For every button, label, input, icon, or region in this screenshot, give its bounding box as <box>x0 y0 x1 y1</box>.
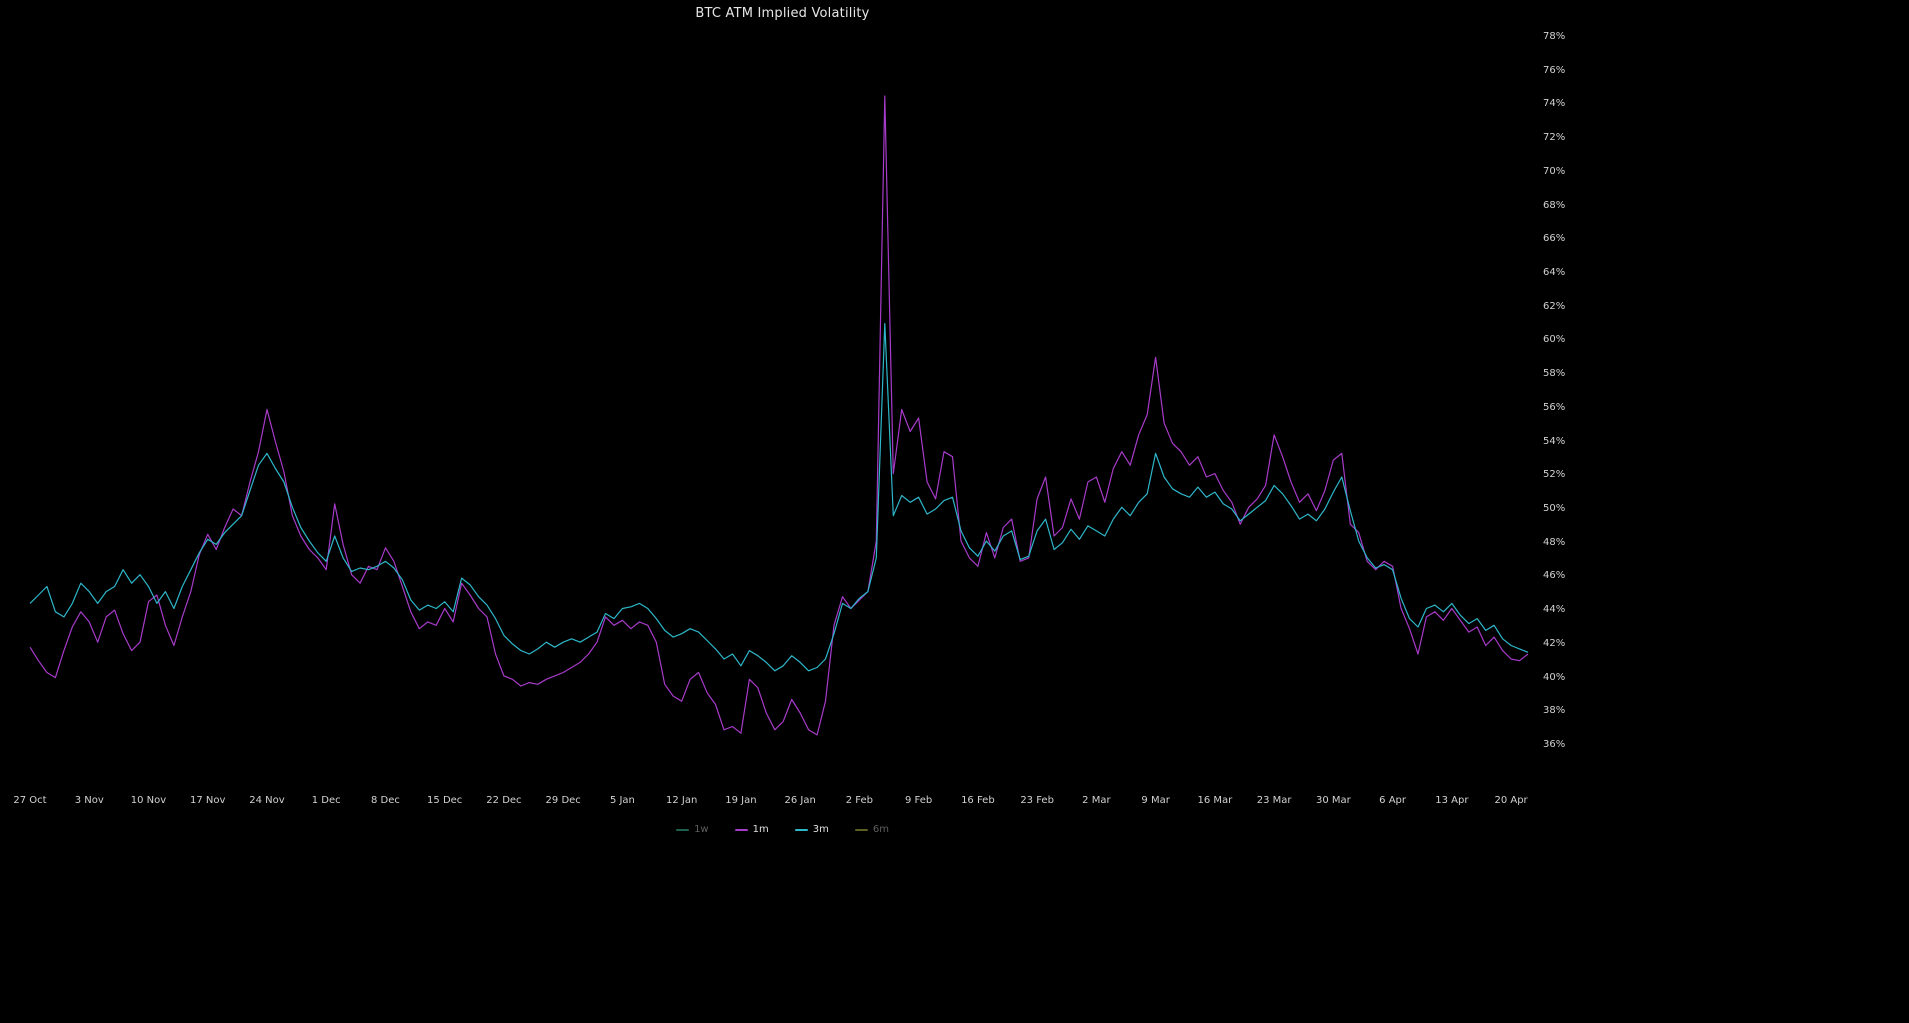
legend-item-label: 1m <box>752 824 769 835</box>
y-axis-label: 38% <box>1543 705 1566 717</box>
legend-item-3m[interactable]: 3m <box>794 824 829 835</box>
x-axis-label: 26 Jan <box>784 795 816 806</box>
x-axis-label: 1 Dec <box>311 795 341 806</box>
legend-item-label: 1w <box>694 824 709 835</box>
y-axis-label: 76% <box>1543 64 1566 76</box>
x-axis-label: 29 Dec <box>545 795 581 806</box>
x-axis-label: 16 Feb <box>961 795 995 806</box>
y-axis-label: 62% <box>1543 300 1566 312</box>
legend-item-6m[interactable]: 6m <box>854 824 889 835</box>
legend-line-swatch <box>854 828 868 831</box>
x-axis-label: 3 Nov <box>74 795 104 806</box>
x-axis-label: 9 Feb <box>905 795 933 806</box>
x-axis-label: 20 Apr <box>1494 795 1528 806</box>
x-axis-label: 2 Mar <box>1082 795 1111 806</box>
y-axis-label: 64% <box>1543 267 1566 278</box>
y-axis-label: 40% <box>1543 671 1566 683</box>
legend-line-swatch <box>734 828 748 831</box>
x-axis-label: 30 Mar <box>1315 795 1351 806</box>
x-axis-label: 12 Jan <box>666 795 698 806</box>
y-axis-label: 48% <box>1543 536 1566 548</box>
y-axis-label: 42% <box>1543 637 1566 649</box>
legend-line-swatch <box>794 828 808 831</box>
y-axis-label: 52% <box>1543 469 1566 481</box>
x-axis-label: 23 Feb <box>1020 795 1054 806</box>
series-line-3m <box>29 323 1529 672</box>
y-axis-label: 72% <box>1543 132 1566 144</box>
y-axis-label: 68% <box>1543 199 1566 211</box>
legend-item-1m[interactable]: 1m <box>734 824 769 835</box>
y-axis-label: 54% <box>1543 435 1566 447</box>
y-axis-label: 58% <box>1543 368 1566 380</box>
legend-item-1w[interactable]: 1w <box>676 824 709 835</box>
x-axis-label: 8 Dec <box>371 795 400 806</box>
x-axis-label: 17 Nov <box>190 795 226 806</box>
x-axis-label: 27 Oct <box>13 795 47 806</box>
y-axis-label: 78% <box>1543 31 1566 42</box>
x-axis-label: 24 Nov <box>249 795 285 806</box>
y-axis-label: 36% <box>1543 739 1566 750</box>
chart-title: BTC ATM Implied Volatility <box>695 6 870 21</box>
x-axis-label: 5 Jan <box>609 795 635 806</box>
x-axis-label: 13 Apr <box>1435 795 1469 806</box>
legend-item-label: 6m <box>872 824 889 835</box>
legend-item-label: 3m <box>812 824 829 835</box>
x-axis-label: 9 Mar <box>1141 795 1170 806</box>
x-axis-label: 2 Feb <box>845 795 874 806</box>
y-axis-label: 44% <box>1543 604 1566 616</box>
x-axis-label: 10 Nov <box>130 795 167 806</box>
y-axis-label: 70% <box>1543 165 1566 177</box>
y-axis-label: 56% <box>1543 401 1566 413</box>
x-axis-label: 16 Mar <box>1197 795 1233 806</box>
x-axis-label: 23 Mar <box>1256 795 1292 806</box>
y-axis-label: 74% <box>1543 98 1566 110</box>
x-axis-label: 6 Apr <box>1379 795 1406 806</box>
y-axis-label: 66% <box>1543 233 1566 245</box>
x-axis-label: 19 Jan <box>725 795 757 806</box>
series-line-1m <box>29 95 1529 736</box>
y-axis-label: 46% <box>1543 570 1566 582</box>
y-axis-label: 60% <box>1543 334 1566 346</box>
legend-line-swatch <box>676 828 690 831</box>
x-axis-label: 15 Dec <box>427 795 463 806</box>
x-axis-label: 22 Dec <box>486 795 522 806</box>
legend: 1w 1m 3m 6m <box>0 824 1565 835</box>
y-axis-label: 50% <box>1543 503 1566 514</box>
